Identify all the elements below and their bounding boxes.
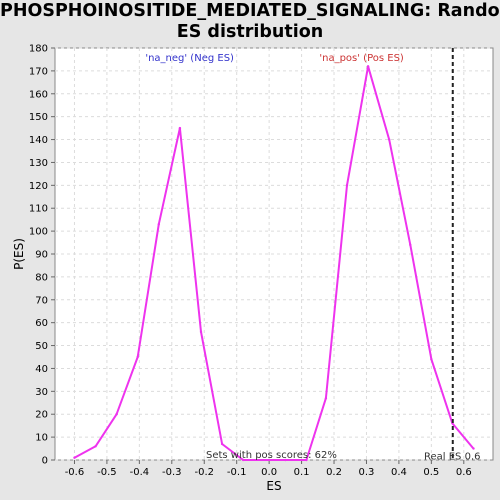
- chart-title-line-2: ES distribution: [176, 22, 324, 42]
- x-tick-label: 0.6: [456, 467, 472, 478]
- y-tick-label: 60: [35, 318, 48, 329]
- y-tick-label: 40: [35, 364, 48, 375]
- y-tick-label: 120: [29, 181, 48, 192]
- chart-title: PHOSPHOINOSITIDE_MEDIATED_SIGNALING: Ran…: [0, 1, 500, 43]
- data-point: [178, 126, 182, 130]
- data-point: [220, 442, 224, 446]
- data-point: [345, 184, 349, 187]
- x-tick-label: 0.3: [359, 467, 375, 478]
- data-point: [136, 355, 139, 359]
- x-tick-label: 0.4: [391, 467, 407, 478]
- data-point: [94, 445, 97, 448]
- chart-title-line-1: PHOSPHOINOSITIDE_MEDIATED_SIGNALING: Ran…: [0, 1, 500, 21]
- x-tick-label: -0.6: [65, 467, 85, 478]
- y-tick-label: 30: [35, 387, 48, 398]
- grid-lines: [55, 47, 493, 461]
- x-tick-label: -0.5: [97, 467, 117, 478]
- y-tick-label: 70: [35, 295, 48, 306]
- y-tick-label: 150: [29, 112, 48, 123]
- x-tick-label: 0.0: [261, 467, 277, 478]
- y-tick-label: 140: [29, 135, 48, 146]
- data-point: [241, 458, 245, 462]
- y-tick-label: 0: [42, 456, 48, 467]
- y-tick-label: 80: [35, 272, 48, 283]
- y-tick-label: 110: [29, 204, 48, 215]
- y-tick-label: 50: [35, 341, 48, 352]
- data-point: [115, 413, 118, 416]
- real-es-label: Real ES 0.6: [424, 452, 480, 463]
- x-tick-label: 0.1: [294, 467, 310, 478]
- y-axis-label: P(ES): [12, 238, 26, 270]
- y-tick-label: 20: [35, 410, 48, 421]
- data-point: [430, 358, 433, 361]
- data-point: [409, 243, 412, 247]
- data-point: [199, 330, 203, 334]
- y-tick-label: 160: [29, 89, 48, 100]
- x-tick-label: -0.3: [162, 467, 182, 478]
- legend-neg: 'na_neg' (Neg ES): [145, 53, 234, 64]
- y-tick-label: 10: [35, 433, 48, 444]
- x-tick-label: -0.4: [130, 467, 150, 478]
- data-point: [284, 458, 287, 462]
- y-tick-label: 180: [29, 44, 48, 55]
- x-tick-label: -0.1: [227, 467, 247, 478]
- pos-scores-annotation: Sets with pos scores: 62%: [206, 450, 337, 461]
- data-point: [324, 397, 328, 400]
- y-tick-label: 170: [29, 66, 48, 77]
- x-tick-label: 0.2: [326, 467, 342, 478]
- data-point: [387, 138, 391, 141]
- data-point: [305, 458, 308, 462]
- y-tick-label: 100: [29, 227, 48, 238]
- data-point: [73, 456, 76, 459]
- data-point: [366, 65, 370, 68]
- x-axis-label: ES: [266, 479, 281, 493]
- legend-pos: 'na_pos' (Pos ES): [319, 53, 404, 64]
- x-tick-label: 0.5: [423, 467, 439, 478]
- y-tick-label: 130: [29, 158, 48, 169]
- annotations: 'na_neg' (Neg ES) 'na_pos' (Pos ES) Sets…: [145, 53, 480, 463]
- axes: 0 10 20 30 40 50 60 70 80 90 100 110 120 130 140 150 160…: [29, 44, 472, 479]
- y-tick-label: 90: [35, 250, 48, 261]
- x-tick-label: -0.2: [194, 467, 214, 478]
- series-layer: [73, 48, 475, 462]
- data-point: [472, 447, 475, 450]
- data-point: [157, 223, 161, 226]
